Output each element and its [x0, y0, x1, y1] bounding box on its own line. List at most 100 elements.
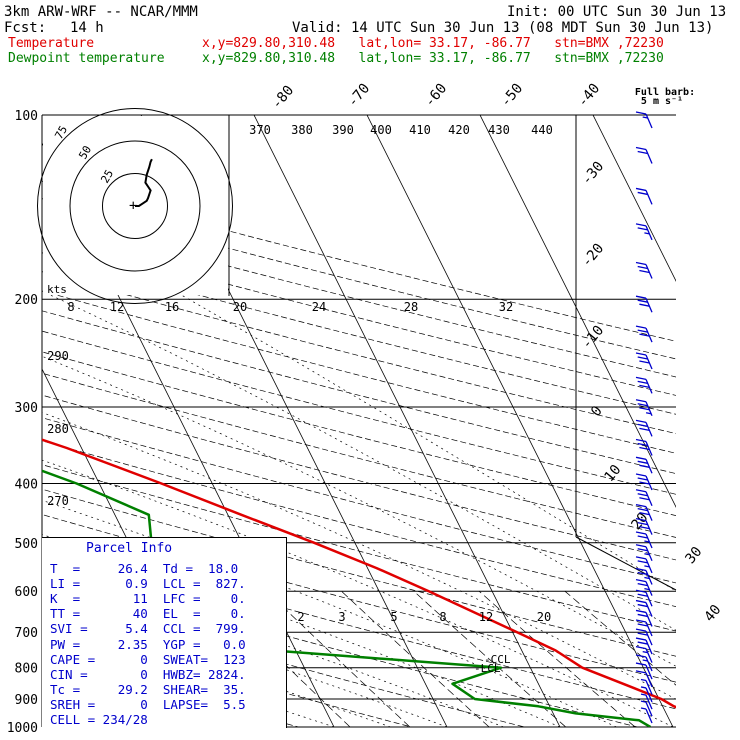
wind-barb [635, 376, 653, 394]
speed-label: 24 [312, 300, 326, 314]
theta-label: 370 [249, 123, 271, 137]
wind-barb [640, 693, 653, 710]
theta-label: 270 [47, 494, 69, 508]
wind-barb [635, 111, 653, 129]
wind-barb-shaft [645, 441, 653, 456]
wind-barb [640, 700, 653, 717]
wind-barb [635, 567, 653, 585]
isotherm-label: 30 [682, 544, 705, 567]
wind-barb-flag [635, 111, 647, 115]
wind-barb-half-flag [640, 678, 647, 682]
wind-barb-half-flag [644, 587, 650, 591]
wind-barb-flag [637, 548, 648, 552]
theta-label: 410 [409, 123, 431, 137]
full-barb-note: Full barb: [635, 87, 695, 98]
wind-barb [635, 352, 653, 370]
wind-barb-flag [635, 531, 647, 535]
wind-barb-shaft [645, 656, 653, 672]
wind-barb-shaft [645, 558, 653, 574]
wind-barb-flag [639, 360, 650, 364]
wind-barb-flag [637, 299, 648, 303]
wind-barb-flag [635, 599, 647, 604]
mixing-ratio-line [341, 590, 490, 727]
isotherm-label: -30 [579, 159, 608, 189]
speed-label: 12 [110, 300, 124, 314]
wind-barb-flag [635, 146, 647, 151]
wind-barb-flag [637, 403, 648, 407]
wind-barb-shaft [645, 475, 653, 491]
speed-label: 20 [233, 300, 247, 314]
lcl-label: -LCL [474, 662, 501, 675]
parcel-info-row: SREH = 0 LAPSE= 5.5 [50, 696, 246, 712]
wind-barb [635, 609, 653, 627]
wind-barb-flag [637, 191, 648, 196]
pressure-label: 200 [15, 293, 38, 308]
wind-barb-flag [637, 613, 648, 618]
wind-barb-flag [637, 356, 648, 360]
wind-barb-shaft [645, 664, 653, 680]
wind-barb-half-flag [640, 707, 647, 710]
parcel-info-row: Tc = 29.2 SHEAR= 35. [50, 681, 246, 697]
wind-barb-flag [635, 544, 647, 548]
wind-barb-shaft [645, 621, 653, 637]
parcel-info-row: K = 11 LFC = 0. [50, 591, 246, 607]
wind-barb-flag [639, 464, 650, 468]
wind-barb-flag [639, 497, 650, 501]
parcel-info-row: CIN = 0 HWBZ= 2824. [50, 666, 246, 682]
wind-barb [635, 419, 653, 437]
isotherm-label: -40 [575, 81, 604, 111]
dry-adiabat [42, 330, 676, 495]
wind-barb [635, 544, 653, 562]
parcel-info-row: SVI = 5.4 CCL = 799. [50, 621, 246, 637]
wind-barb [635, 503, 653, 521]
mixing-ratio-line [564, 590, 676, 686]
wind-barb [635, 670, 653, 688]
wind-barb [635, 261, 653, 279]
wind-barb-flag [635, 295, 647, 299]
wind-barb [635, 146, 653, 164]
wind-barb-flag [635, 419, 647, 423]
wind-barb-flag [635, 662, 647, 666]
wind-barb [635, 531, 653, 549]
isotherm-label: -10 [579, 323, 608, 353]
mixing-ratio-label: 2 [297, 610, 304, 624]
plot-right-border-slant [575, 536, 677, 591]
hodograph-ring [37, 108, 233, 304]
wind-barb-flag [635, 556, 647, 560]
wind-barb-flag [635, 518, 647, 522]
wind-barb-flag [639, 333, 650, 337]
wind-barb-flag [635, 399, 647, 403]
wind-barb-shaft [645, 327, 653, 343]
wind-barb-shaft [645, 694, 653, 710]
wind-barb-flag [635, 654, 647, 658]
wind-barb-shaft [645, 190, 653, 205]
model-title: 3km ARW-WRF -- NCAR/MMM [4, 4, 198, 20]
isotherm-label: -50 [498, 81, 527, 111]
wind-barb-shaft [645, 459, 653, 474]
wind-barb-shaft [645, 570, 653, 585]
wind-barb-shaft [645, 546, 653, 562]
wind-barb-flag [637, 442, 648, 447]
wind-barb-shaft [645, 379, 653, 394]
wind-barb [635, 223, 653, 241]
wind-barb-flag [637, 632, 648, 636]
pressure-label: 300 [15, 401, 38, 416]
hodograph-ring-label: 50 [76, 144, 94, 162]
wind-barb-shaft [645, 680, 653, 695]
wind-barb-shaft [645, 264, 653, 279]
mixing-ratio-label: 12 [479, 610, 493, 624]
parcel-info-row: TT = 40 EL = 0. [50, 606, 246, 622]
wind-barb-flag [635, 578, 647, 583]
wind-barb-flag [637, 493, 648, 497]
wind-barb-half-flag [642, 116, 648, 119]
wind-barb-flag [635, 609, 647, 614]
wind-barb-shaft [645, 491, 653, 507]
wind-barb [635, 295, 653, 313]
wind-barb-flag [635, 438, 647, 443]
isotherm-label: -80 [269, 83, 298, 113]
wind-barb-flag [639, 511, 650, 516]
isotherm [479, 115, 676, 508]
wind-barb-half-flag [640, 693, 647, 696]
wind-barb-flag [637, 423, 648, 427]
ccl-label: -CCL [484, 653, 511, 666]
